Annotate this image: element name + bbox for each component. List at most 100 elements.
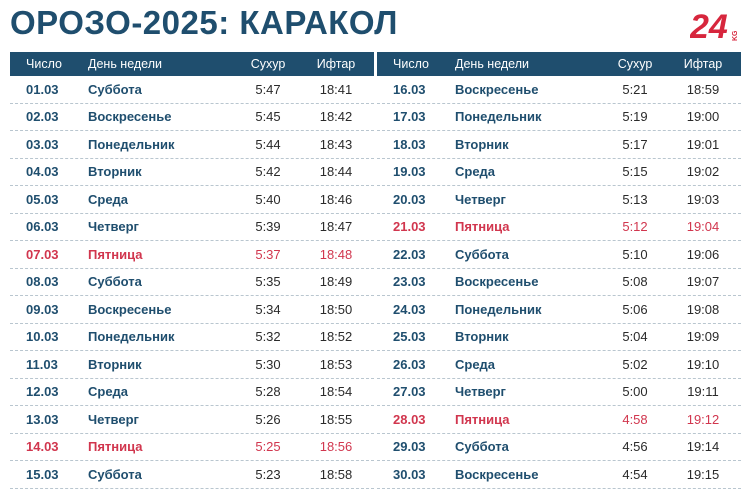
table-row: 22.03 Суббота 5:10 19:06 (377, 241, 741, 269)
table-row: 09.03 Воскресенье 5:34 18:50 (10, 296, 374, 324)
weekday-cell: Воскресенье (455, 81, 539, 97)
iftar-time-cell: 19:04 (686, 219, 720, 235)
suhur-time-cell: 5:32 (255, 329, 281, 345)
iftar-time-cell: 19:03 (686, 191, 720, 207)
table-row: 20.03 Четверг 5:13 19:03 (377, 186, 741, 214)
page-title: ОРОЗО-2025: КАРАКОЛ (10, 4, 398, 41)
iftar-time-cell: 18:56 (319, 439, 353, 455)
table-row: 19.03 Среда 5:15 19:02 (377, 159, 741, 186)
weekday-cell: Среда (88, 191, 129, 207)
iftar-time-cell: 19:14 (686, 439, 720, 455)
weekday-cell: Понедельник (455, 109, 542, 125)
date-cell: 30.03 (393, 466, 426, 482)
iftar-time-cell: 19:06 (686, 246, 720, 262)
date-cell: 03.03 (26, 136, 59, 152)
date-cell: 16.03 (393, 81, 426, 97)
weekday-cell: Суббота (455, 246, 509, 262)
table-row: 29.03 Суббота 4:56 19:14 (377, 434, 741, 461)
table-row: 03.03 Понедельник 5:44 18:43 (10, 131, 374, 159)
date-cell: 07.03 (26, 246, 59, 262)
weekday-cell: Вторник (455, 136, 509, 152)
iftar-time-cell: 19:09 (686, 329, 720, 345)
weekday-cell: Суббота (88, 81, 142, 97)
weekday-cell: Четверг (88, 219, 139, 235)
date-cell: 29.03 (393, 439, 426, 455)
iftar-time-cell: 18:48 (319, 246, 353, 262)
iftar-time-cell: 18:52 (319, 329, 353, 345)
date-cell: 09.03 (26, 301, 59, 317)
table-row: 25.03 Вторник 5:04 19:09 (377, 324, 741, 351)
date-cell: 25.03 (393, 329, 426, 345)
table-row: 12.03 Среда 5:28 18:54 (10, 379, 374, 406)
iftar-time-cell: 18:46 (319, 191, 353, 207)
table-body: 16.03 Воскресенье 5:21 18:59 17.03 Понедельни… (377, 76, 741, 489)
header-date: Число (393, 57, 429, 71)
suhur-time-cell: 5:00 (622, 384, 648, 400)
weekday-cell: Вторник (88, 356, 142, 372)
table-row: 15.03 Суббота 5:23 18:58 (10, 461, 374, 489)
table-row: 05.03 Среда 5:40 18:46 (10, 186, 374, 214)
table-row: 14.03 Пятница 5:25 18:56 (10, 434, 374, 461)
header-day: День недели (88, 57, 162, 71)
suhur-time-cell: 5:08 (622, 274, 648, 290)
iftar-time-cell: 18:50 (319, 301, 353, 317)
table-row: 13.03 Четверг 5:26 18:55 (10, 406, 374, 434)
date-cell: 13.03 (26, 411, 59, 427)
table-row: 16.03 Воскресенье 5:21 18:59 (377, 76, 741, 104)
weekday-cell: Воскресенье (88, 301, 172, 317)
suhur-time-cell: 5:26 (255, 411, 281, 427)
table-row: 07.03 Пятница 5:37 18:48 (10, 241, 374, 269)
date-cell: 10.03 (26, 329, 59, 345)
weekday-cell: Среда (88, 384, 129, 400)
suhur-time-cell: 5:12 (622, 219, 648, 235)
table-row: 17.03 Понедельник 5:19 19:00 (377, 104, 741, 131)
iftar-time-cell: 18:53 (319, 356, 353, 372)
table-row: 27.03 Четверг 5:00 19:11 (377, 379, 741, 406)
suhur-time-cell: 5:17 (622, 136, 648, 152)
header-date: Число (26, 57, 62, 71)
weekday-cell: Четверг (455, 191, 506, 207)
weekday-cell: Воскресенье (455, 466, 539, 482)
iftar-time-cell: 19:11 (687, 384, 719, 400)
suhur-time-cell: 5:23 (255, 466, 281, 482)
weekday-cell: Вторник (88, 164, 142, 180)
table-body: 01.03 Суббота 5:47 18:41 02.03 Воскресенье 5:4… (10, 76, 374, 489)
weekday-cell: Четверг (455, 384, 506, 400)
iftar-time-cell: 18:43 (319, 136, 353, 152)
iftar-time-cell: 18:58 (319, 466, 353, 482)
weekday-cell: Суббота (455, 439, 509, 455)
table-header: Число День недели Сухур Ифтар (10, 52, 374, 76)
suhur-time-cell: 5:47 (255, 81, 281, 97)
weekday-cell: Среда (455, 164, 496, 180)
suhur-time-cell: 5:40 (255, 191, 281, 207)
iftar-time-cell: 19:07 (686, 274, 720, 290)
date-cell: 24.03 (393, 301, 426, 317)
suhur-time-cell: 5:04 (622, 329, 648, 345)
table-row: 01.03 Суббота 5:47 18:41 (10, 76, 374, 104)
suhur-time-cell: 5:42 (255, 164, 281, 180)
weekday-cell: Понедельник (88, 136, 175, 152)
weekday-cell: Воскресенье (455, 274, 539, 290)
weekday-cell: Пятница (455, 411, 510, 427)
date-cell: 15.03 (26, 466, 59, 482)
weekday-cell: Воскресенье (88, 109, 172, 125)
iftar-time-cell: 19:00 (686, 109, 720, 125)
date-cell: 27.03 (393, 384, 426, 400)
iftar-time-cell: 18:42 (319, 109, 353, 125)
header-iftar: Ифтар (316, 57, 356, 71)
suhur-time-cell: 5:25 (255, 439, 281, 455)
table-row: 21.03 Пятница 5:12 19:04 (377, 214, 741, 241)
suhur-time-cell: 5:19 (622, 109, 648, 125)
iftar-time-cell: 19:15 (686, 466, 720, 482)
suhur-time-cell: 5:10 (622, 246, 648, 262)
suhur-time-cell: 4:56 (622, 439, 648, 455)
schedule-table-right: Число День недели Сухур Ифтар 16.03 Воскр… (377, 52, 741, 489)
suhur-time-cell: 5:06 (622, 301, 648, 317)
date-cell: 19.03 (393, 164, 426, 180)
24kg-logo: 24 KG (690, 8, 739, 44)
iftar-time-cell: 18:54 (319, 384, 353, 400)
suhur-time-cell: 5:21 (622, 81, 648, 97)
date-cell: 08.03 (26, 274, 59, 290)
date-cell: 26.03 (393, 356, 426, 372)
table-row: 26.03 Среда 5:02 19:10 (377, 351, 741, 379)
